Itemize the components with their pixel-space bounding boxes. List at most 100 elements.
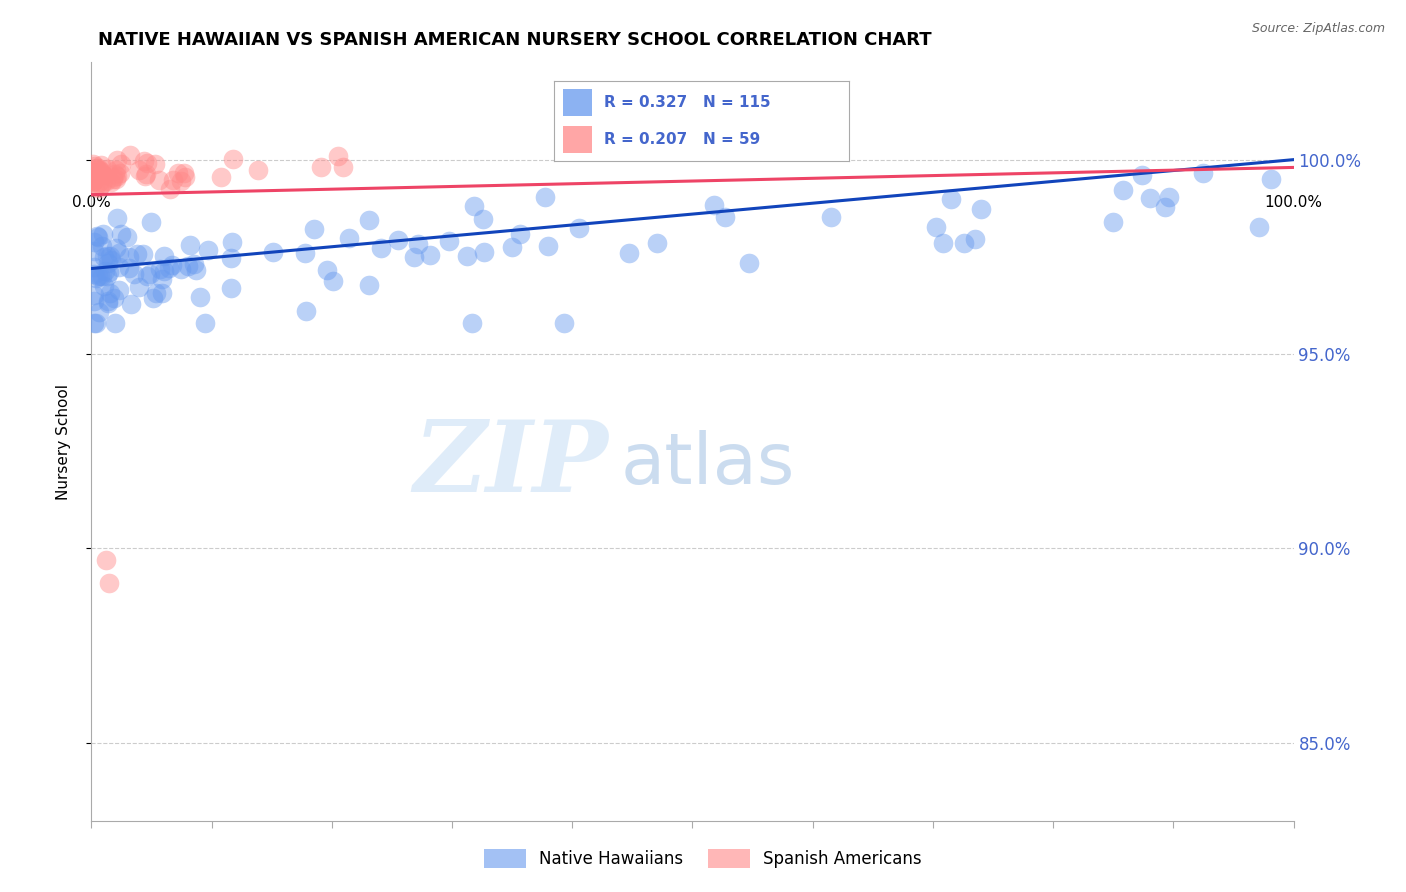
Point <box>219 251 242 265</box>
Point <box>83 235 105 249</box>
Point <box>93 279 115 293</box>
Point <box>84 170 107 185</box>
Point <box>183 257 205 271</box>
Point <box>83 267 105 281</box>
Point <box>87 230 110 244</box>
Point <box>94 553 117 567</box>
Point <box>97 255 120 269</box>
Point <box>134 169 156 183</box>
Point <box>105 211 128 226</box>
Point <box>83 288 105 302</box>
Point <box>83 316 105 330</box>
Point <box>316 263 339 277</box>
Point <box>82 172 104 186</box>
Point <box>173 166 195 180</box>
Point <box>82 172 104 186</box>
Point <box>117 250 139 264</box>
Point <box>337 230 360 244</box>
Point <box>402 250 425 264</box>
Point <box>91 227 114 241</box>
Point <box>170 174 193 188</box>
Point <box>463 199 485 213</box>
Text: Source: ZipAtlas.com: Source: ZipAtlas.com <box>1251 22 1385 36</box>
Legend: Native Hawaiians, Spanish Americans: Native Hawaiians, Spanish Americans <box>478 842 928 875</box>
Point <box>96 268 118 283</box>
Point <box>104 172 127 186</box>
Point <box>553 316 575 330</box>
Point <box>87 175 110 189</box>
Text: 100.0%: 100.0% <box>1264 195 1323 211</box>
Point <box>83 293 105 308</box>
Point <box>105 241 128 255</box>
Point <box>714 211 737 225</box>
Point <box>87 163 110 178</box>
Point <box>139 214 162 228</box>
Point <box>170 262 193 277</box>
Point <box>1112 183 1135 197</box>
Point <box>162 173 184 187</box>
Point <box>150 285 173 300</box>
Point <box>148 262 170 277</box>
Point <box>93 168 115 182</box>
Point <box>86 229 108 244</box>
Point <box>357 277 380 292</box>
Point <box>128 162 150 177</box>
Point <box>370 241 392 255</box>
Point <box>101 171 124 186</box>
Point <box>91 167 114 181</box>
Point <box>118 148 141 162</box>
Point <box>100 175 122 189</box>
Point <box>108 260 131 274</box>
Point <box>86 162 108 177</box>
Point <box>115 230 138 244</box>
Point <box>91 175 114 189</box>
Point <box>87 180 110 194</box>
Point <box>98 286 121 301</box>
Point <box>536 239 558 253</box>
Point <box>93 250 115 264</box>
Point <box>86 161 108 175</box>
Point <box>1102 215 1125 229</box>
Point <box>98 249 121 263</box>
Point <box>387 233 409 247</box>
Point <box>1159 189 1181 203</box>
Point <box>107 283 129 297</box>
Point <box>108 166 131 180</box>
Point <box>104 167 127 181</box>
Point <box>738 256 761 270</box>
Point <box>295 303 318 318</box>
Point <box>645 235 668 250</box>
Point <box>132 247 155 261</box>
Point <box>359 213 381 227</box>
Point <box>222 153 245 167</box>
Point <box>108 246 131 260</box>
Point <box>87 268 110 283</box>
Point <box>101 169 124 184</box>
Point <box>84 316 107 330</box>
Point <box>703 197 725 211</box>
Point <box>118 261 141 276</box>
Point <box>221 235 243 249</box>
Point <box>105 169 128 184</box>
Point <box>437 234 460 248</box>
Point <box>1139 190 1161 204</box>
Point <box>103 316 125 330</box>
Point <box>152 264 174 278</box>
Point <box>120 296 142 310</box>
Point <box>82 157 104 171</box>
Point <box>534 190 557 204</box>
Point <box>150 271 173 285</box>
Point <box>98 576 121 591</box>
Point <box>124 267 146 281</box>
Point <box>83 180 105 194</box>
Point <box>509 227 531 241</box>
Point <box>93 263 115 277</box>
Point <box>159 260 181 275</box>
Point <box>173 170 195 185</box>
Point <box>322 274 344 288</box>
Point <box>179 238 201 252</box>
Point <box>953 235 976 250</box>
Point <box>96 248 118 262</box>
Point <box>472 244 495 259</box>
Point <box>100 252 122 267</box>
